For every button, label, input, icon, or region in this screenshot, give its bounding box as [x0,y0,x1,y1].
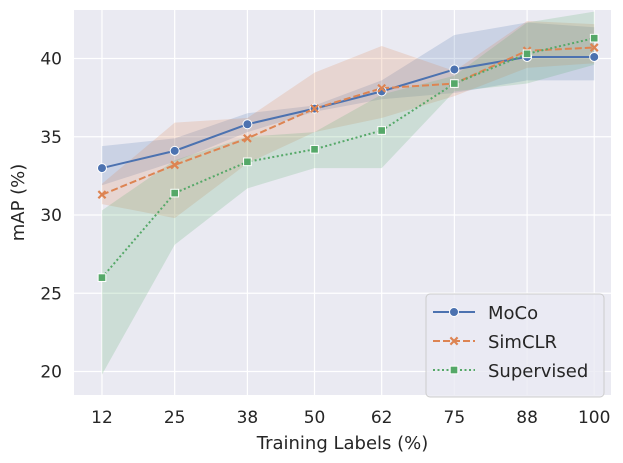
y-tick-label: 30 [40,206,62,226]
simclr-point [377,83,387,93]
simclr-point [170,160,180,170]
supervised-line [101,37,595,279]
simclr-point [97,190,107,200]
legend-marker-simclr [449,336,459,346]
supervised-point [450,79,459,88]
x-tick-label: 12 [91,408,113,428]
moco-line [101,55,595,170]
simclr-confidence-band [101,20,595,219]
simclr-point [310,104,319,113]
supervised-point [243,157,252,167]
moco-confidence-band [101,22,595,186]
legend-entry-supervised: Supervised [433,361,588,382]
series-lines [101,37,595,279]
supervised-point [170,188,180,198]
x-tick-label: 25 [164,408,186,428]
moco-point [589,51,600,62]
simclr-point [243,133,252,143]
simclr-point [589,43,599,52]
legend-marker-moco [449,307,459,317]
x-tick-label: 50 [304,408,326,428]
x-tick-label: 75 [444,408,466,428]
tick-labels: 12 25 38 50 62 75 88 100 20 25 30 35 40 [40,50,610,428]
y-axis-label: mAP (%) [8,164,29,242]
moco-point [96,163,107,174]
supervised-confidence-band [101,11,595,375]
x-tick-label: 38 [237,408,259,428]
x-tick-label: 62 [371,408,393,428]
x-axis-label: Training Labels (%) [256,433,429,454]
legend-label-moco: MoCo [488,303,538,324]
x-tick-label: 88 [516,408,538,428]
legend-box [425,293,605,398]
moco-point [169,145,180,156]
legend-label-supervised: Supervised [488,361,588,382]
series-markers [96,33,600,282]
y-tick-label: 35 [40,128,62,148]
legend-entry-simclr: SimCLR [433,332,557,353]
legend-marker-supervised [449,365,459,375]
y-tick-label: 40 [40,50,62,70]
legend-entry-moco: MoCo [433,303,538,324]
supervised-point [310,144,319,154]
legend-label-simclr: SimCLR [488,332,557,353]
y-tick-label: 20 [40,363,62,383]
simclr-line [101,46,595,196]
moco-point [242,119,253,130]
moco-point [449,64,460,75]
supervised-point [522,49,532,59]
x-tick-label: 100 [578,408,610,428]
supervised-point [97,273,107,282]
grid [74,10,611,395]
y-tick-label: 25 [40,284,62,304]
supervised-point [589,33,599,43]
legend: MoCo SimCLR Supervised [425,293,605,398]
supervised-point [377,126,386,135]
confidence-bands [101,11,595,375]
